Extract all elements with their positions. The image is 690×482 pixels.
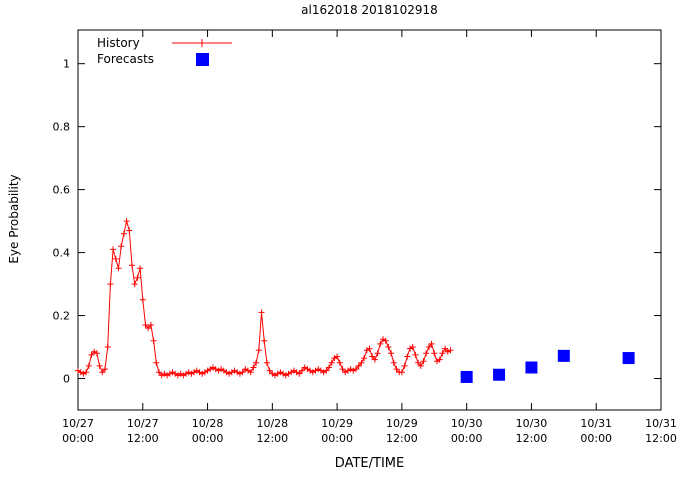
legend: History Forecasts: [97, 36, 232, 66]
x-tick-label: 12:00: [516, 432, 548, 445]
y-tick-label: 1: [63, 58, 70, 71]
y-tick-label: 0.2: [53, 310, 71, 323]
y-axis-ticks: 0 0.2 0.4 0.6 0.8 1: [53, 58, 661, 386]
x-tick-label: 00:00: [321, 432, 353, 445]
x-tick-label: 10/28: [256, 417, 288, 430]
history-markers: [75, 218, 454, 379]
forecast-point: [493, 368, 506, 381]
x-tick-label: 10/29: [386, 417, 418, 430]
x-tick-label: 10/30: [516, 417, 548, 430]
x-axis-ticks: 10/27 00:00 10/27 12:00 10/28 00:00 10/28 12:00…: [62, 30, 677, 445]
y-tick-label: 0.4: [53, 247, 71, 260]
forecast-point: [525, 361, 538, 374]
legend-history-plus-sample: [198, 39, 206, 47]
forecast-point: [622, 352, 635, 365]
x-tick-label: 10/28: [192, 417, 224, 430]
x-tick-label: 10/27: [62, 417, 94, 430]
x-tick-label: 00:00: [62, 432, 94, 445]
forecast-series: [460, 349, 635, 383]
x-axis-label: DATE/TIME: [334, 456, 405, 471]
forecast-point: [557, 349, 570, 362]
x-tick-label: 10/31: [645, 417, 677, 430]
y-tick-label: 0.6: [53, 184, 71, 197]
x-tick-label: 12:00: [645, 432, 677, 445]
history-line: [77, 220, 451, 377]
legend-label-forecasts: Forecasts: [97, 52, 154, 66]
x-tick-label: 10/30: [451, 417, 483, 430]
y-axis-label: Eye Probability: [7, 174, 21, 264]
history-series: [75, 218, 454, 379]
x-tick-label: 10/31: [580, 417, 612, 430]
x-tick-label: 12:00: [256, 432, 288, 445]
forecast-point: [460, 370, 473, 383]
x-tick-label: 12:00: [386, 432, 418, 445]
x-tick-label: 10/27: [127, 417, 159, 430]
legend-forecast-square-sample: [196, 53, 209, 66]
y-tick-label: 0: [63, 373, 70, 386]
x-tick-label: 00:00: [451, 432, 483, 445]
x-tick-label: 10/29: [321, 417, 353, 430]
y-tick-label: 0.8: [53, 121, 71, 134]
plot-border: [77, 29, 662, 411]
chart-title: al162018 2018102918: [301, 3, 438, 17]
x-tick-label: 12:00: [127, 432, 159, 445]
legend-label-history: History: [97, 36, 140, 50]
x-tick-label: 00:00: [192, 432, 224, 445]
x-tick-label: 00:00: [580, 432, 612, 445]
